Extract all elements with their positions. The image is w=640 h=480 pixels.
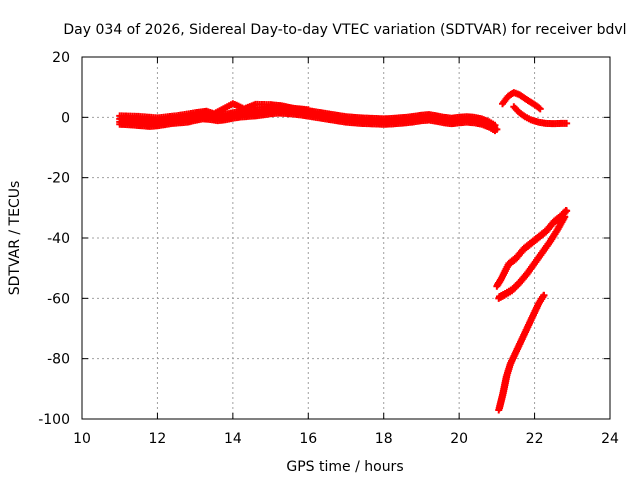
data-point	[540, 291, 548, 299]
x-tick-label: 16	[299, 431, 317, 447]
x-tick-label: 24	[601, 431, 619, 447]
tick-labels: 10 12 14 16 18 20 22 24 -100 -80 -60 -40 -20 0 20	[38, 50, 619, 447]
x-tick-label: 20	[450, 431, 468, 447]
y-tick-label: -80	[47, 352, 70, 368]
x-tick-label: 12	[149, 431, 167, 447]
x-tick-label: 14	[224, 431, 242, 447]
x-tick-label: 18	[375, 431, 393, 447]
ticks	[81, 56, 611, 420]
x-axis-label: GPS time / hours	[286, 459, 403, 475]
y-tick-label: -20	[47, 171, 70, 187]
data-point	[563, 119, 571, 127]
data-point	[536, 105, 544, 113]
data-point	[493, 125, 501, 133]
y-tick-label: -100	[38, 412, 70, 428]
y-tick-label: 0	[61, 110, 70, 126]
data-point	[535, 104, 543, 112]
y-tick-label: -40	[47, 231, 70, 247]
data-point	[563, 207, 571, 215]
data-point	[304, 106, 312, 114]
chart-title: Day 034 of 2026, Sidereal Day-to-day VTE…	[63, 22, 626, 38]
y-axis-label: SDTVAR / TECUs	[7, 181, 23, 296]
y-tick-label: -60	[47, 291, 70, 307]
x-tick-label: 10	[73, 431, 91, 447]
x-tick-label: 22	[526, 431, 544, 447]
y-tick-label: 20	[52, 50, 70, 66]
data-points	[116, 89, 571, 414]
data-point	[561, 213, 569, 221]
